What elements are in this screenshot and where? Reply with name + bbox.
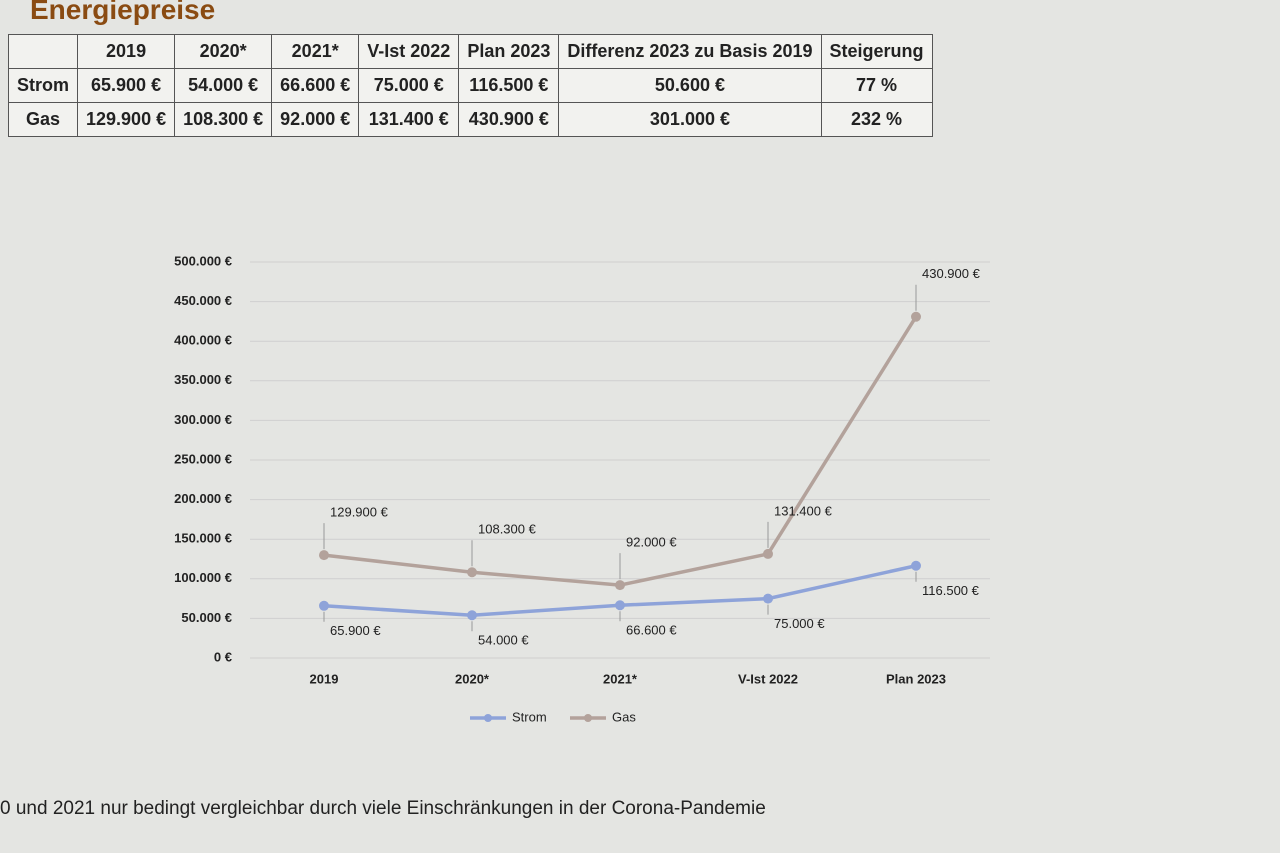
price-table: 2019 2020* 2021* V-Ist 2022 Plan 2023 Differe… [7,34,933,137]
footnote: 0 und 2021 nur bedingt vergleichbar durc… [0,798,766,819]
data-point [763,593,773,604]
y-tick-label: 150.000 € [174,531,232,546]
y-tick-label: 350.000 € [174,372,232,387]
table-cell: 50.600 € [558,68,822,103]
x-tick-label: 2021* [603,671,638,686]
y-tick-label: 400.000 € [174,333,232,348]
legend-marker [584,714,592,722]
y-tick-label: 500.000 € [174,253,232,268]
table-cell: 75.000 € [358,68,460,103]
x-tick-label: 2019 [310,671,339,686]
data-label: 129.900 € [330,505,389,520]
data-point [319,600,329,611]
data-point [467,567,477,578]
table-cell: 116.500 € [458,68,560,103]
y-tick-label: 250.000 € [174,451,232,466]
y-tick-label: 50.000 € [181,610,232,625]
data-label: 108.300 € [478,522,537,537]
x-tick-label: Plan 2023 [886,671,946,686]
y-tick-label: 450.000 € [174,293,232,308]
data-point [911,311,921,322]
table-cell: 131.400 € [358,102,460,137]
x-tick-label: V-Ist 2022 [738,671,798,686]
data-point [763,548,773,559]
legend-label: Gas [612,709,636,724]
table-cell: Plan 2023 [458,34,560,69]
y-tick-label: 200.000 € [174,491,232,506]
slide-title: Energiepreise [30,0,216,25]
table-cell: Gas [7,102,79,137]
data-label: 116.500 € [922,583,980,598]
series-line [323,315,918,587]
table-cell: Steigerung [820,34,933,69]
data-label: 92.000 € [626,535,677,550]
data-label: 131.400 € [774,503,833,518]
table-cell: 65.900 € [77,68,176,103]
legend-marker [484,714,492,722]
data-point [319,550,329,561]
data-point [911,560,921,571]
table-cell: 77 % [820,68,933,103]
legend-label: Strom [512,709,547,724]
y-tick-label: 100.000 € [174,570,232,585]
y-tick-label: 300.000 € [174,412,232,427]
chart: 0 € 50.000 € 100.000 € 150.000 € 200.000 € 25… [174,253,990,724]
table-cell [7,34,79,69]
data-label: 65.900 € [330,623,381,638]
table-row: Gas 129.900 €108.300 €92.000 €131.400 €43… [7,102,933,137]
table-row: Strom 65.900 €54.000 €66.600 €75.000 €116… [7,68,933,103]
table-cell: 430.900 € [458,102,560,137]
table-cell: 301.000 € [558,102,822,137]
data-point [467,610,477,621]
table-row: 2019 2020* 2021* V-Ist 2022 Plan 2023 Differe… [7,34,933,69]
table-cell: 2020* [174,34,273,69]
table-cell: 54.000 € [174,68,273,103]
table-cell: 129.900 € [77,102,176,137]
data-point [615,600,625,611]
table-cell: Strom [7,68,79,103]
table-cell: 108.300 € [174,102,273,137]
data-label: 430.900 € [922,266,981,281]
table-cell: 232 % [820,102,933,137]
data-label: 66.600 € [626,623,677,638]
table-cell: 92.000 € [271,102,360,137]
data-point [615,580,625,591]
x-tick-label: 2020* [455,671,490,686]
data-label: 54.000 € [478,633,529,648]
data-label: 75.000 € [774,616,825,631]
y-tick-label: 0 € [214,649,232,664]
